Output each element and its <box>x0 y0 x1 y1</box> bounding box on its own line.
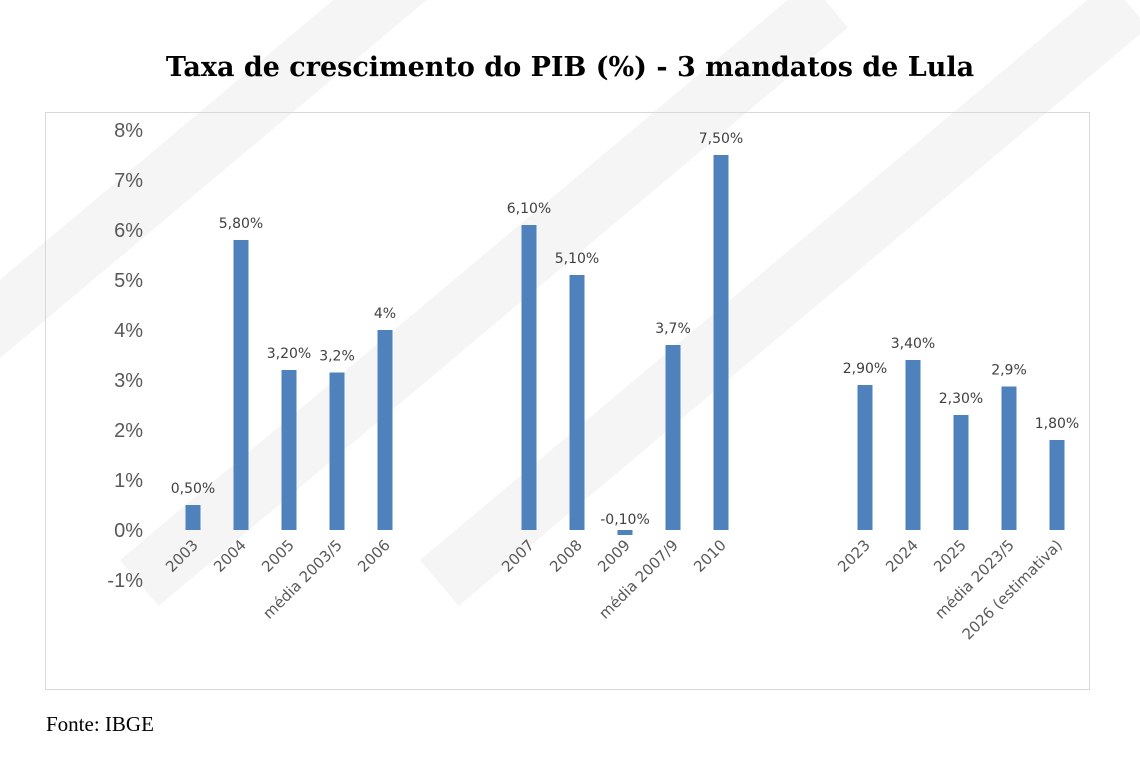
data-label: 7,50% <box>699 131 743 147</box>
y-tick-label: 0% <box>114 520 143 542</box>
bar <box>713 155 729 530</box>
x-tick-label: 2025 <box>930 536 970 576</box>
y-tick-label: 5% <box>114 270 143 292</box>
x-tick-label: 2003 <box>162 536 202 576</box>
data-label: 3,20% <box>267 346 311 362</box>
data-label: -0,10% <box>600 512 650 528</box>
x-tick-label: 2023 <box>834 536 874 576</box>
y-tick-label: -1% <box>107 570 143 592</box>
bar <box>233 240 249 530</box>
y-tick-label: 1% <box>114 470 143 492</box>
data-label: 3,40% <box>891 336 935 352</box>
x-tick-label: 2010 <box>690 536 730 576</box>
bar <box>1001 386 1017 530</box>
data-label: 6,10% <box>507 201 551 217</box>
data-label: 2,9% <box>991 363 1027 379</box>
bar <box>665 345 681 530</box>
x-tick-label: 2006 <box>354 536 394 576</box>
data-label: 3,7% <box>655 321 691 337</box>
bar <box>1049 440 1065 530</box>
y-tick-label: 8% <box>114 120 143 142</box>
data-label: 5,10% <box>555 251 599 267</box>
bar <box>281 370 297 530</box>
data-label: 4% <box>374 306 396 322</box>
bar <box>617 530 633 535</box>
y-tick-label: 4% <box>114 320 143 342</box>
chart-title: Taxa de crescimento do PIB (%) - 3 manda… <box>165 52 975 83</box>
bar <box>329 372 345 530</box>
bar <box>953 415 969 530</box>
x-tick-label: 2005 <box>258 536 298 576</box>
bar <box>569 275 585 530</box>
y-tick-label: 2% <box>114 420 143 442</box>
data-label: 0,50% <box>171 481 215 497</box>
y-tick-label: 6% <box>114 220 143 242</box>
x-tick-label: 2004 <box>210 536 250 576</box>
bar <box>905 360 921 530</box>
data-label: 1,80% <box>1035 416 1079 432</box>
chart-area <box>45 112 1090 690</box>
x-tick-label: 2007 <box>498 536 538 576</box>
bar <box>185 505 201 530</box>
data-label: 5,80% <box>219 216 263 232</box>
x-tick-label: 2008 <box>546 536 586 576</box>
data-label: 2,90% <box>843 361 887 377</box>
data-label: 2,30% <box>939 391 983 407</box>
bar <box>521 225 537 530</box>
bar <box>857 385 873 530</box>
x-tick-label: 2009 <box>594 536 634 576</box>
y-tick-label: 3% <box>114 370 143 392</box>
y-tick-label: 7% <box>114 170 143 192</box>
source-note: Fonte: IBGE <box>46 712 154 736</box>
bar <box>377 330 393 530</box>
x-tick-label: 2024 <box>882 536 922 576</box>
data-label: 3,2% <box>319 349 355 365</box>
